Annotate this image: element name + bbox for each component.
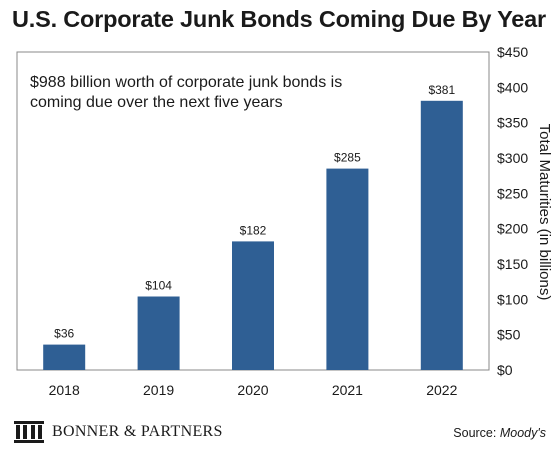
x-tick-label-2020: 2020	[237, 382, 268, 398]
y-tick-label-50: $50	[497, 327, 521, 343]
source-prefix: Source:	[453, 426, 500, 440]
y-tick-label-300: $300	[497, 150, 528, 166]
y-tick-label-150: $150	[497, 256, 528, 272]
bar-2022	[420, 100, 463, 371]
data-label-2021: $285	[334, 151, 361, 165]
y-tick-label-200: $200	[497, 221, 528, 237]
source-name: Moody's	[499, 426, 546, 440]
chart-title: U.S. Corporate Junk Bonds Coming Due By …	[12, 6, 546, 32]
x-tick-label-2018: 2018	[49, 382, 80, 398]
data-label-2020: $182	[240, 223, 267, 237]
building-columns-icon	[14, 421, 44, 443]
annotation-line-1: $988 billion worth of corporate junk bon…	[30, 74, 342, 91]
bar-2021	[326, 168, 369, 370]
brand-logo-area: BONNER & PARTNERS	[14, 421, 223, 443]
bar-2020	[232, 241, 274, 370]
data-label-2019: $104	[145, 279, 172, 293]
y-tick-label-450: $450	[497, 44, 528, 60]
x-tick-label-2021: 2021	[332, 382, 363, 398]
data-label-2022: $381	[428, 83, 455, 97]
bar-2019	[137, 296, 180, 370]
y-tick-label-250: $250	[497, 185, 528, 201]
y-tick-label-0: $0	[497, 362, 513, 378]
y-axis-label: Total Maturities (in billions)	[536, 124, 553, 301]
source-note: Source: Moody's	[453, 426, 546, 440]
y-tick-label-350: $350	[497, 115, 528, 131]
brand-name: BONNER & PARTNERS	[52, 423, 223, 440]
data-label-2018: $36	[54, 327, 74, 341]
y-tick-label-400: $400	[497, 79, 528, 95]
annotation-line-2: coming due over the next five years	[30, 94, 283, 111]
x-tick-label-2022: 2022	[426, 382, 457, 398]
y-tick-label-100: $100	[497, 291, 528, 307]
bar-2018	[43, 344, 86, 370]
x-tick-label-2019: 2019	[143, 382, 174, 398]
